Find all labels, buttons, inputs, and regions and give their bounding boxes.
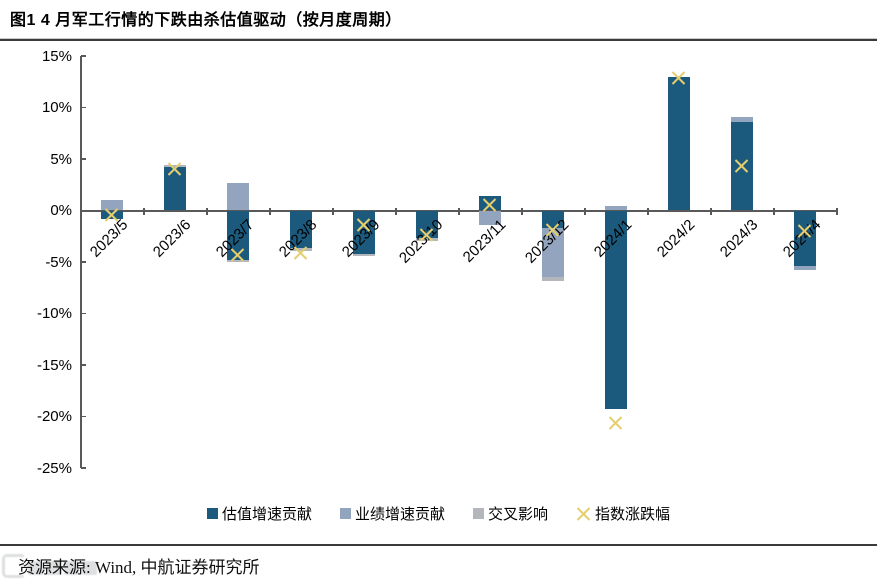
legend-item-index: 指数涨跌幅 <box>576 503 670 524</box>
bar-segment <box>100 200 123 211</box>
legend-item-valuation: 估值增速贡献 <box>206 503 312 524</box>
bar-segment <box>667 76 690 211</box>
y-axis-tick <box>81 467 86 469</box>
bar-segment <box>730 116 753 122</box>
bar-segment <box>604 206 627 211</box>
index-x-marker-icon <box>576 506 591 521</box>
x-axis-tick <box>206 207 208 215</box>
figure-title: 图1 4 月军工行情的下跌由杀估值驱动（按月度周期） <box>10 12 402 29</box>
y-tick-label: 10% <box>41 99 72 116</box>
index-change-marker <box>167 162 182 177</box>
x-axis-tick <box>332 207 334 215</box>
index-change-marker <box>797 224 812 239</box>
legend-item-cross: 交叉影响 <box>473 503 548 524</box>
y-tick-label: -20% <box>36 408 72 425</box>
earnings-swatch-icon <box>339 508 351 519</box>
index-change-marker <box>293 245 308 260</box>
y-axis-tick <box>81 55 86 57</box>
index-change-marker <box>671 70 686 85</box>
x-axis-tick <box>836 207 838 215</box>
y-tick-label: 0% <box>50 202 72 219</box>
index-change-marker <box>482 198 497 213</box>
x-tick-label: 2024/3 <box>716 215 761 261</box>
x-axis-tick <box>143 207 145 215</box>
y-tick-label: -10% <box>36 305 72 322</box>
y-axis-tick <box>81 158 86 160</box>
y-axis-tick <box>81 415 86 418</box>
index-change-marker <box>230 247 245 262</box>
bar-segment <box>289 210 312 248</box>
x-axis-tick <box>395 207 397 215</box>
legend-label: 指数涨跌幅 <box>595 506 671 523</box>
legend-label: 估值增速贡献 <box>221 506 312 523</box>
bar-segment <box>226 182 249 211</box>
legend-label: 业绩增速贡献 <box>354 506 445 523</box>
x-axis-tick <box>458 207 460 215</box>
x-axis-tick <box>269 207 271 215</box>
bar-segment <box>478 210 501 225</box>
x-tick-label: 2023/11 <box>459 215 509 266</box>
bar-segment <box>541 228 564 278</box>
x-axis-tick <box>584 207 586 215</box>
bottom-divider <box>0 544 877 546</box>
x-tick-label: 2024/2 <box>653 215 698 261</box>
source-row: 资源来源: Wind, 中航证券研究所 <box>0 550 877 580</box>
stacked-bar-chart: 15% 10% 5% 0% -5% -10% -15% -20% -25% 2023/5 2023/… <box>0 44 877 494</box>
index-change-marker <box>104 207 119 222</box>
x-tick-label: 2023/5 <box>86 215 131 261</box>
bar-segment <box>352 253 375 256</box>
y-tick-label: 15% <box>41 47 72 65</box>
bar-segment <box>163 167 186 211</box>
legend-label: 交叉影响 <box>488 506 549 523</box>
bar-segment <box>604 210 627 410</box>
legend-item-earnings: 业绩增速贡献 <box>339 503 445 524</box>
index-change-marker <box>545 223 560 238</box>
bar-segment <box>793 266 816 271</box>
cross-swatch-icon <box>473 508 484 519</box>
x-tick-label: 2023/6 <box>149 215 194 261</box>
index-change-marker <box>734 159 749 174</box>
y-axis-tick <box>81 312 86 315</box>
top-divider <box>0 38 877 41</box>
watermark-logo-icon <box>2 552 142 578</box>
y-axis-line <box>80 56 82 468</box>
index-change-marker <box>356 217 371 232</box>
index-change-marker <box>419 228 434 243</box>
bar-segment <box>541 277 564 281</box>
chart-legend: 估值增速贡献 业绩增速贡献 交叉影响 指数涨跌幅 <box>0 503 877 524</box>
y-tick-label: -5% <box>45 253 72 271</box>
y-tick-label: 5% <box>50 150 72 168</box>
index-change-marker <box>608 415 623 430</box>
x-axis-tick <box>521 207 523 215</box>
source-note: 资源来源: Wind, 中航证券研究所 <box>18 558 260 577</box>
x-axis-tick <box>710 207 712 215</box>
valuation-swatch-icon <box>206 508 218 519</box>
y-tick-label: -15% <box>36 356 72 374</box>
y-axis-tick <box>81 364 86 366</box>
y-axis-tick <box>81 261 86 263</box>
y-axis-tick <box>81 106 86 109</box>
y-tick-label: -25% <box>36 459 72 477</box>
x-axis-tick <box>773 207 775 215</box>
x-axis-tick <box>647 207 649 215</box>
